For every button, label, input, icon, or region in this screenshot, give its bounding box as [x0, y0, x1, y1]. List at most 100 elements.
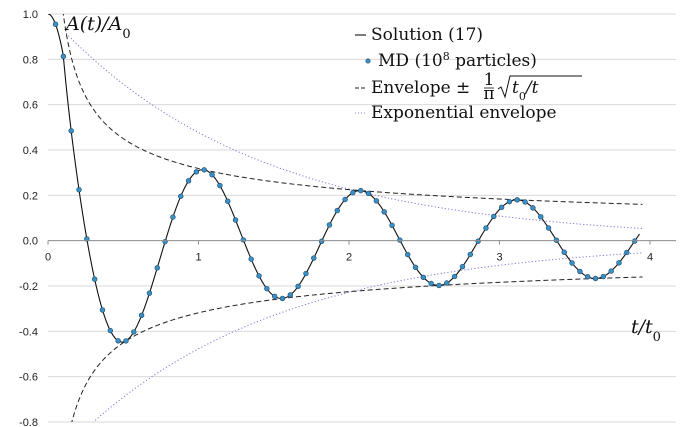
md-point [584, 274, 591, 280]
md-point [52, 21, 59, 27]
md-point [475, 238, 481, 244]
md-point [538, 214, 544, 220]
md-point [428, 280, 434, 287]
md-point [530, 205, 536, 211]
md-point [420, 274, 427, 280]
legend-sqrt-text: t0/t [512, 78, 539, 103]
md-point [264, 285, 270, 292]
md-point [225, 198, 231, 204]
legend-label-exponential: Exponential envelope [371, 103, 557, 123]
md-point [350, 189, 356, 196]
md-point [123, 338, 129, 344]
md-point [154, 265, 160, 271]
exponential-envelope-lower [92, 252, 643, 422]
y-axis-title: A(t)/A0 [64, 13, 131, 42]
md-point [412, 264, 419, 271]
md-point [295, 283, 301, 290]
md-point [115, 338, 121, 344]
svg-text:1: 1 [484, 70, 495, 90]
x-tick-label: 1 [195, 252, 201, 264]
md-point [287, 292, 294, 298]
solution-line [47, 14, 640, 343]
legend-label-solution: Solution (17) [371, 25, 483, 45]
y-tick-label: 0.6 [23, 100, 38, 112]
md-point [577, 268, 583, 275]
legend-label-md: MD (108 particles) [378, 50, 537, 72]
legend-label-envelope: Envelope ± [371, 78, 470, 98]
md-point [405, 251, 411, 258]
y-tick-label: 1.0 [23, 9, 38, 21]
md-point [545, 225, 552, 231]
md-point [271, 293, 278, 300]
md-point [459, 263, 466, 270]
md-point [397, 237, 403, 243]
y-tick-label: 0.2 [23, 190, 38, 202]
md-point [256, 273, 262, 279]
md-point [84, 236, 90, 242]
md-point [76, 187, 82, 193]
md-point [303, 270, 309, 277]
md-point [444, 280, 450, 286]
md-point [467, 251, 473, 258]
md-point [592, 275, 599, 282]
axes [47, 240, 676, 245]
md-point [514, 197, 520, 203]
md-point [389, 222, 395, 229]
md-point [193, 169, 200, 175]
md-point [600, 273, 607, 280]
md-point [178, 193, 184, 199]
md-point [436, 282, 442, 289]
x-tick-label: 4 [647, 252, 653, 264]
y-tick-label: 0.0 [23, 236, 38, 248]
md-point [318, 238, 325, 245]
md-point [483, 225, 489, 231]
md-point [381, 209, 387, 215]
md-point [60, 53, 67, 60]
y-tick-label: -0.2 [19, 281, 38, 293]
md-point [491, 213, 497, 220]
md-point [451, 273, 458, 280]
md-point [498, 204, 505, 211]
md-point [138, 312, 145, 319]
md-point [373, 198, 380, 204]
md-point [68, 128, 74, 134]
md-point [365, 190, 372, 197]
y-tick-label: 0.4 [23, 145, 38, 157]
md-point [569, 260, 575, 266]
md-point [162, 238, 168, 245]
legend-symbol-md [365, 58, 371, 64]
md-point [99, 307, 106, 313]
md-point [185, 178, 192, 184]
md-point [624, 249, 630, 256]
md-point [131, 329, 137, 335]
md-point [311, 255, 317, 261]
series-layer [47, 14, 643, 422]
x-tick-label: 2 [346, 252, 352, 264]
md-point [522, 199, 528, 205]
md-point [248, 256, 254, 262]
md-point [201, 167, 207, 173]
md-point [326, 222, 333, 228]
md-point [232, 217, 239, 223]
md-point [342, 196, 348, 203]
gridlines [48, 13, 676, 423]
envelope-upper [62, 14, 643, 205]
envelope-lower [71, 276, 643, 422]
y-tick-label: -0.8 [19, 417, 38, 427]
y-tick-label: -0.6 [19, 372, 38, 384]
md-point [358, 187, 364, 194]
svg-text:π: π [483, 84, 494, 104]
y-tick-label: -0.4 [19, 326, 38, 338]
legend-fraction: 1π [483, 70, 494, 104]
md-point [217, 182, 223, 189]
x-tick-label: 3 [496, 252, 502, 264]
x-tick-label: 0 [45, 252, 51, 264]
exponential-envelope-upper [65, 32, 643, 229]
md-point [209, 171, 215, 178]
x-axis-title: t/t0 [631, 316, 661, 345]
md-point [616, 260, 622, 266]
md-point [608, 268, 614, 274]
md-point [279, 295, 286, 302]
